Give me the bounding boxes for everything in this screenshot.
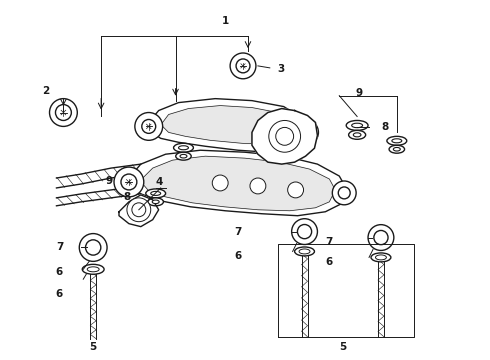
Ellipse shape xyxy=(299,249,310,254)
Circle shape xyxy=(293,120,318,145)
Ellipse shape xyxy=(375,255,387,260)
Circle shape xyxy=(121,174,137,190)
Circle shape xyxy=(297,225,312,239)
Ellipse shape xyxy=(148,198,164,206)
Ellipse shape xyxy=(387,136,407,145)
Text: 3: 3 xyxy=(278,64,285,74)
Polygon shape xyxy=(119,195,159,227)
Ellipse shape xyxy=(173,143,194,152)
Text: 7: 7 xyxy=(234,226,242,237)
Text: 5: 5 xyxy=(90,342,97,352)
Circle shape xyxy=(55,105,72,121)
Circle shape xyxy=(79,234,107,261)
Text: 9: 9 xyxy=(356,88,363,98)
Text: 4: 4 xyxy=(156,177,163,187)
Polygon shape xyxy=(252,109,318,164)
FancyBboxPatch shape xyxy=(88,267,98,271)
Text: 2: 2 xyxy=(42,86,49,96)
Circle shape xyxy=(368,225,394,251)
Ellipse shape xyxy=(178,146,189,150)
Ellipse shape xyxy=(353,133,361,137)
Circle shape xyxy=(114,167,144,197)
FancyBboxPatch shape xyxy=(299,249,310,253)
Ellipse shape xyxy=(352,123,363,128)
Ellipse shape xyxy=(371,253,391,262)
Ellipse shape xyxy=(87,267,99,272)
Circle shape xyxy=(49,99,77,126)
Circle shape xyxy=(236,59,250,73)
Ellipse shape xyxy=(392,139,402,143)
Circle shape xyxy=(127,198,151,222)
Ellipse shape xyxy=(393,148,400,151)
FancyBboxPatch shape xyxy=(375,255,386,260)
Text: 6: 6 xyxy=(326,257,333,267)
Polygon shape xyxy=(129,150,347,216)
Circle shape xyxy=(298,125,313,139)
Circle shape xyxy=(288,182,303,198)
Text: 5: 5 xyxy=(340,342,347,352)
Text: 1: 1 xyxy=(221,16,229,26)
Polygon shape xyxy=(163,105,293,144)
Circle shape xyxy=(332,181,356,205)
Ellipse shape xyxy=(180,154,187,158)
Text: 6: 6 xyxy=(234,251,242,261)
Text: 8: 8 xyxy=(381,122,388,132)
Ellipse shape xyxy=(146,189,166,198)
Text: 8: 8 xyxy=(123,192,130,202)
Circle shape xyxy=(250,178,266,194)
Polygon shape xyxy=(149,99,306,152)
Circle shape xyxy=(135,113,163,140)
Text: 7: 7 xyxy=(56,243,63,252)
Ellipse shape xyxy=(346,121,368,130)
Circle shape xyxy=(230,53,256,79)
Circle shape xyxy=(212,175,228,191)
Ellipse shape xyxy=(389,145,405,153)
Ellipse shape xyxy=(152,200,159,204)
Ellipse shape xyxy=(151,192,161,195)
Circle shape xyxy=(142,120,156,133)
Text: 7: 7 xyxy=(326,237,333,247)
Circle shape xyxy=(132,203,146,217)
Circle shape xyxy=(86,240,101,255)
Text: 6: 6 xyxy=(56,289,63,299)
Ellipse shape xyxy=(82,264,104,274)
Circle shape xyxy=(338,187,350,199)
Circle shape xyxy=(269,121,300,152)
Circle shape xyxy=(276,127,294,145)
Circle shape xyxy=(374,230,388,245)
Circle shape xyxy=(292,219,318,244)
Ellipse shape xyxy=(348,130,366,139)
Text: 6: 6 xyxy=(56,267,63,277)
Ellipse shape xyxy=(294,247,315,256)
Polygon shape xyxy=(56,164,141,188)
Polygon shape xyxy=(143,156,335,211)
Ellipse shape xyxy=(176,152,191,160)
Text: 9: 9 xyxy=(105,176,113,186)
Polygon shape xyxy=(56,186,141,206)
